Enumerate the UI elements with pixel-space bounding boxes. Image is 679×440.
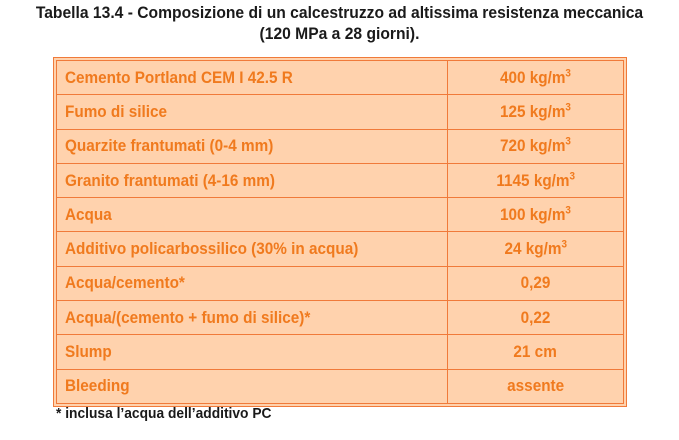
unit-exponent: 3 bbox=[569, 169, 575, 182]
ingredient-cell: Acqua/(cemento + fumo di silice)* bbox=[56, 301, 447, 336]
ingredient-cell: Acqua/cemento* bbox=[56, 266, 447, 302]
ingredient-label: Fumo di silice bbox=[65, 102, 168, 121]
quantity-value: 0,29 bbox=[521, 273, 551, 293]
quantity-cell: 720 kg/m3 bbox=[447, 129, 624, 164]
quantity-value: 720 kg/m3 bbox=[500, 136, 571, 156]
quantity-value: 24 kg/m3 bbox=[504, 239, 566, 259]
table-row: Acqua/(cemento + fumo di silice)* 0,22 bbox=[56, 301, 624, 336]
quantity-cell: 21 cm bbox=[447, 335, 624, 370]
unit-exponent: 3 bbox=[565, 204, 571, 217]
quantity-value: assente bbox=[507, 376, 564, 396]
table-row: Acqua/cemento* 0,29 bbox=[56, 266, 624, 302]
quantity-text: assente bbox=[506, 376, 564, 396]
table-row: Additivo policarbossilico (30% in acqua)… bbox=[56, 232, 624, 267]
ingredient-cell: Acqua bbox=[56, 198, 447, 233]
composition-table-frame: Cemento Portland CEM I 42.5 R 400 kg/m3 Fu… bbox=[53, 57, 627, 407]
table-row: Acqua 100 kg/m3 bbox=[56, 198, 624, 233]
quantity-text: 1145 kg/m bbox=[496, 170, 570, 190]
quantity-value: 0,22 bbox=[521, 308, 551, 328]
quantity-text: 100 kg/m bbox=[499, 204, 566, 224]
quantity-value: 100 kg/m3 bbox=[500, 205, 571, 225]
ingredient-label: Acqua/cemento* bbox=[65, 273, 185, 293]
quantity-text: 21 cm bbox=[513, 341, 558, 361]
quantity-cell: 0,22 bbox=[447, 301, 624, 336]
quantity-text: 720 kg/m bbox=[499, 136, 566, 156]
table-row: Cemento Portland CEM I 42.5 R 400 kg/m3 bbox=[56, 60, 624, 96]
quantity-value: 400 kg/m3 bbox=[500, 68, 571, 88]
table-row: Slump 21 cm bbox=[56, 335, 624, 370]
quantity-text: 125 kg/m bbox=[499, 102, 566, 121]
ingredient-cell: Quarzite frantumati (0-4 mm) bbox=[56, 129, 447, 164]
quantity-value: 1145 kg/m3 bbox=[496, 169, 575, 191]
ingredient-label: Quarzite frantumati (0-4 mm) bbox=[65, 136, 274, 156]
ingredient-cell: Slump bbox=[56, 335, 447, 370]
ingredient-cell: Bleeding bbox=[56, 369, 447, 404]
unit-exponent: 3 bbox=[565, 135, 571, 148]
quantity-cell: assente bbox=[447, 369, 624, 404]
ingredient-label: Cemento Portland CEM I 42.5 R bbox=[65, 67, 293, 87]
table-row: Fumo di silice 125 kg/m3 bbox=[56, 95, 624, 130]
quantity-cell: 400 kg/m3 bbox=[447, 60, 624, 96]
ingredient-label: Additivo policarbossilico (30% in acqua) bbox=[65, 239, 359, 259]
table-row: Bleeding assente bbox=[56, 369, 624, 404]
ingredient-label: Granito frantumati (4-16 mm) bbox=[65, 170, 275, 190]
quantity-cell: 125 kg/m3 bbox=[447, 95, 624, 130]
quantity-cell: 1145 kg/m3 bbox=[447, 163, 624, 199]
quantity-cell: 100 kg/m3 bbox=[447, 198, 624, 233]
caption-subtitle: (120 MPa a 28 giorni). bbox=[259, 24, 420, 43]
quantity-cell: 0,29 bbox=[447, 266, 624, 302]
ingredient-label: Slump bbox=[65, 341, 112, 361]
quantity-text: 0,22 bbox=[520, 307, 551, 327]
table-row: Granito frantumati (4-16 mm) 1145 kg/m3 bbox=[56, 163, 624, 199]
unit-exponent: 3 bbox=[565, 101, 571, 114]
ingredient-cell: Granito frantumati (4-16 mm) bbox=[56, 163, 447, 199]
quantity-text: 400 kg/m bbox=[499, 67, 566, 87]
ingredient-cell: Cemento Portland CEM I 42.5 R bbox=[56, 60, 447, 96]
table-footnote: * inclusa l’acqua dell’additivo PC bbox=[56, 405, 272, 422]
quantity-text: 24 kg/m bbox=[504, 239, 562, 259]
ingredient-label: Bleeding bbox=[65, 376, 130, 396]
unit-exponent: 3 bbox=[565, 67, 571, 80]
ingredient-label: Acqua bbox=[65, 204, 112, 224]
composition-table: Cemento Portland CEM I 42.5 R 400 kg/m3 Fu… bbox=[56, 60, 624, 404]
table-row: Quarzite frantumati (0-4 mm) 720 kg/m3 bbox=[56, 129, 624, 164]
quantity-value: 125 kg/m3 bbox=[500, 102, 571, 122]
quantity-value: 21 cm bbox=[514, 342, 557, 362]
ingredient-cell: Fumo di silice bbox=[56, 95, 447, 130]
ingredient-cell: Additivo policarbossilico (30% in acqua) bbox=[56, 232, 447, 267]
quantity-cell: 24 kg/m3 bbox=[447, 232, 624, 267]
unit-exponent: 3 bbox=[561, 238, 567, 251]
ingredient-label: Acqua/(cemento + fumo di silice)* bbox=[65, 307, 311, 327]
table-caption: Tabella 13.4 - Composizione di un calces… bbox=[27, 2, 652, 44]
caption-title: Tabella 13.4 - Composizione di un calces… bbox=[35, 3, 644, 22]
quantity-text: 0,29 bbox=[520, 273, 551, 293]
